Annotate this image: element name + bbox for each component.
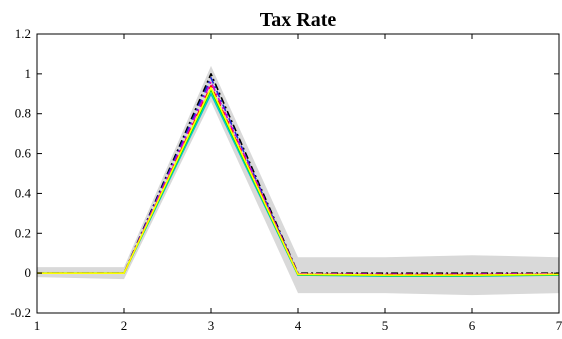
y-tick-label: 1 — [25, 66, 32, 81]
series-line-2 — [37, 77, 560, 276]
x-tick-label: 2 — [121, 318, 128, 333]
x-tick-label: 5 — [382, 318, 389, 333]
y-tick-label: 0.8 — [15, 106, 31, 121]
y-tick-label: 0.6 — [15, 146, 32, 161]
series-line-7 — [37, 87, 560, 276]
x-tick-label: 1 — [34, 318, 41, 333]
x-tick-label: 4 — [295, 318, 302, 333]
series-line-1 — [37, 73, 559, 274]
y-tick-label: 0 — [25, 265, 32, 280]
chart-title: Tax Rate — [260, 9, 337, 31]
y-tick-label: 0.2 — [15, 225, 31, 240]
x-tick-label: 3 — [208, 318, 215, 333]
y-tick-label: 1.2 — [15, 26, 31, 41]
series-line-6 — [37, 85, 560, 276]
series-line-5 — [37, 89, 560, 277]
series-line-3 — [37, 81, 560, 275]
x-tick-label: 7 — [556, 318, 562, 333]
series-line-4 — [37, 92, 560, 277]
confidence-band — [37, 65, 559, 296]
x-tick-label: 6 — [469, 318, 476, 333]
y-tick-label: -0.2 — [10, 305, 31, 320]
y-tick-label: 0.4 — [15, 185, 32, 200]
plot-area: 1 2 3 4 5 6 7 -0.2 0 0.2 0.4 0.6 0.8 1 1.2 — [10, 26, 562, 333]
